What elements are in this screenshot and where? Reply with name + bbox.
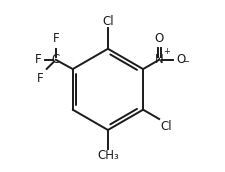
Text: CH₃: CH₃ (97, 149, 118, 163)
Text: O: O (154, 31, 163, 45)
Text: F: F (34, 53, 41, 66)
Text: O: O (175, 53, 184, 66)
Text: +: + (162, 47, 169, 56)
Text: F: F (52, 32, 59, 45)
Text: C: C (52, 53, 60, 66)
Text: Cl: Cl (159, 120, 171, 133)
Text: −: − (182, 57, 189, 66)
Text: F: F (37, 72, 44, 85)
Text: Cl: Cl (102, 15, 113, 28)
Text: N: N (154, 53, 163, 66)
